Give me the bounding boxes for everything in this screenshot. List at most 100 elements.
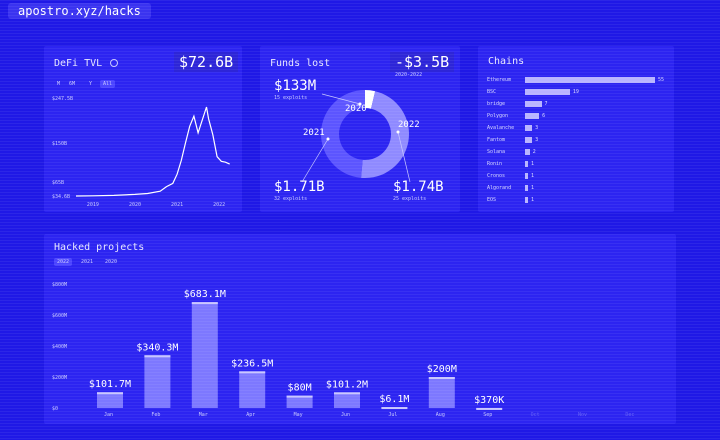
chain-name: Avalanche [487,125,515,131]
chain-row[interactable]: Cronos 1 [487,172,677,181]
chain-name: bridge [487,101,506,107]
chain-row[interactable]: EOS 1 [487,196,677,205]
bar-cap [286,395,313,398]
chain-row[interactable]: Ethereum 55 [487,76,677,85]
exploits-2021: 32 exploits [274,196,308,202]
exploits-2020: 15 exploits [274,95,308,101]
leader-dot [358,102,362,106]
chain-row[interactable]: BSC 19 [487,88,677,97]
bar-cap [334,392,360,395]
hacked-bar-chart: $800M $600M $400M $200M $0 Jan $101.7M Feb $340.… [52,282,634,418]
bar-label: $340.3M [136,342,178,353]
month-label: Nov [578,412,587,418]
chain-name: Fantom [487,137,506,143]
hacked-bar[interactable] [239,371,266,408]
leader-line [397,131,411,183]
range-tab-m[interactable]: M [57,81,61,87]
chain-name: Ethereum [487,77,512,83]
chain-bar [525,137,533,143]
chain-value: 1 [531,173,535,179]
funds-panel: Funds lost -$3.5B 2020-2022 $133M 15 exp… [260,46,460,212]
bar-cap [191,302,218,305]
chain-value: 7 [544,101,548,107]
info-icon[interactable] [110,59,119,67]
bar-label: $6.1M [379,394,409,405]
donut-slice-2020[interactable] [365,90,376,109]
hacked-bar[interactable] [428,377,455,408]
bar-label: $101.7M [89,379,131,390]
chain-bar [525,89,570,95]
chain-name: Solana [487,149,506,155]
chain-bar [525,149,530,155]
tvl-ytick: $65B [52,180,64,186]
chain-value: 1 [531,185,535,191]
bar-label: $200M [427,364,457,375]
chain-name: Polygon [487,113,509,119]
chain-name: BSC [487,89,497,95]
range-tab-6m[interactable]: 6M [69,81,76,87]
leader-dot [396,130,400,134]
chain-row[interactable]: Algorand 1 [487,184,677,193]
leader-line [321,93,361,105]
chain-name: EOS [487,197,497,203]
year-tab-2021[interactable]: 2021 [81,259,94,265]
tvl-ytick: $34.6B [52,194,70,200]
chains-panel: Chains Ethereum 55 BSC 19 bridge 7 Polygon 6 Ava… [478,46,674,212]
chain-bar [525,77,655,83]
year-2021: 2021 [303,128,325,138]
hacked-bar[interactable] [286,395,313,408]
year-tab-2022[interactable]: 2022 [54,258,73,266]
hacked-ytick: $400M [52,344,67,350]
chain-row[interactable]: Polygon 6 [487,112,677,121]
tvl-xtick: 2022 [213,202,225,208]
range-tab-all[interactable]: All [100,80,116,88]
url-bar[interactable]: apostro.xyz/hacks [8,3,151,19]
chain-row[interactable]: Solana 2 [487,148,677,157]
hacked-bar[interactable] [144,355,171,408]
bar-label: $80M [288,383,312,394]
donut-slice-2022[interactable] [320,90,365,178]
chain-value: 19 [572,89,579,95]
tvl-ytick: $150B [52,141,67,147]
donut-slice-2021[interactable] [361,91,410,179]
month-label: Sep [483,412,492,418]
bar-label: $370K [474,395,504,406]
month-label: Jan [104,412,113,418]
chain-row[interactable]: Ronin 1 [487,160,677,169]
tvl-xtick: 2020 [129,202,141,208]
chain-value: 1 [531,197,535,203]
tvl-xtick: 2019 [87,202,99,208]
chain-row[interactable]: Fantom 3 [487,136,677,145]
range-tab-y[interactable]: Y [89,81,93,87]
chains-title: Chains [488,56,525,67]
funds-value: -$3.5B [390,52,455,72]
bar-cap [239,371,266,374]
hacked-bar[interactable] [334,392,360,408]
tvl-panel: DeFi TVL $72.6B M 6M Y All $247.5B $150B $65B… [44,46,242,212]
tvl-title: DeFi TVL [54,58,119,69]
chain-bar [525,101,542,107]
chain-bar [525,173,528,179]
chain-bar [525,197,528,203]
tvl-ytick: $247.5B [52,96,73,102]
chain-row[interactable]: bridge 7 [487,100,677,109]
chain-bar [525,113,540,119]
month-label: Mar [199,412,208,418]
tvl-xtick: 2021 [171,202,183,208]
bar-cap [97,392,123,395]
chain-row[interactable]: Avalanche 3 [487,124,677,133]
leader-line [301,138,329,183]
bar-label: $683.1M [184,289,226,300]
chain-name: Algorand [487,185,512,191]
bar-cap [476,407,503,410]
chains-bar-list: Ethereum 55 BSC 19 bridge 7 Polygon 6 Avalanche 3… [487,76,677,206]
chain-value: 3 [535,125,539,131]
hacked-bar[interactable] [191,302,218,408]
hacked-ytick: $600M [52,313,67,319]
year-2022: 2022 [398,120,420,130]
month-label: Oct [531,412,540,418]
amount-2021: $1.71B [274,179,325,195]
hacked-title: Hacked projects [54,242,145,253]
hacked-bar[interactable] [97,392,123,408]
year-tab-2020[interactable]: 2020 [105,259,118,265]
